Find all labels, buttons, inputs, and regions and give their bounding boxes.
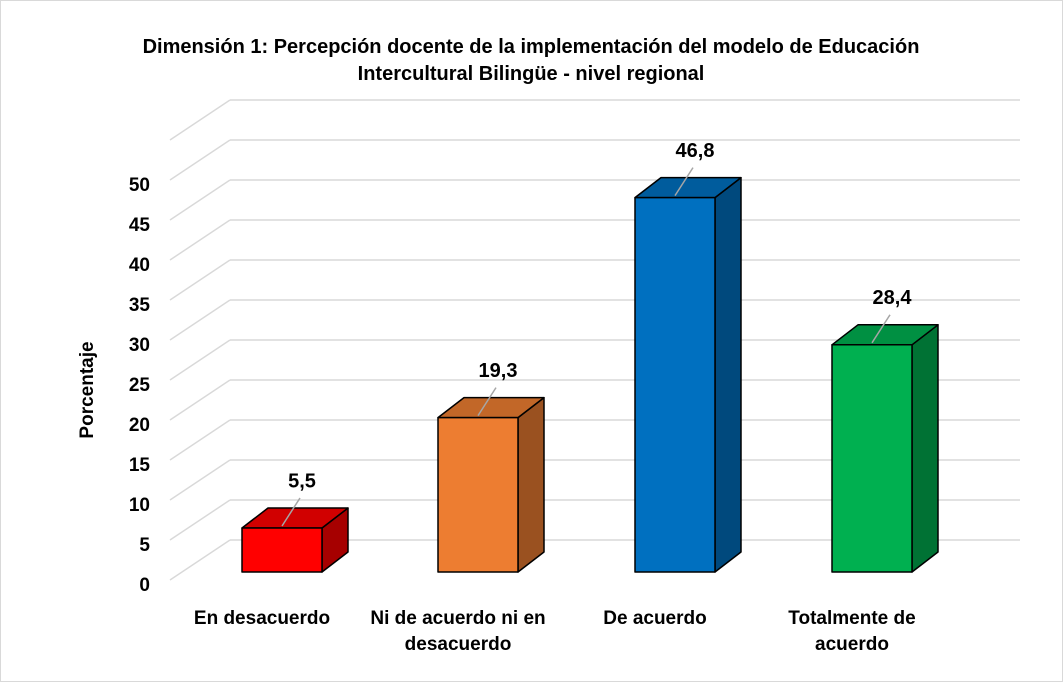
bar [831,344,913,573]
leader-line [871,314,891,344]
grid-line [169,379,231,421]
value-label: 46,8 [676,140,715,162]
value-label: 5,5 [288,470,316,492]
y-tick-label: 50 [129,175,150,196]
bar [241,527,323,573]
x-tick-label: Ni de acuerdo ni en desacuerdo [370,608,546,655]
y-tick-label: 45 [129,215,151,236]
value-label: 19,3 [479,360,518,382]
x-tick-label: Totalmente de acuerdo [788,608,916,655]
bar-side [517,396,545,573]
grid-line [169,459,231,501]
grid-line [169,139,231,181]
value-label: 28,4 [873,287,913,309]
x-tick-label: En desacuerdo [193,608,331,629]
x-tick-label: De acuerdo [603,608,707,629]
grid-line [169,219,231,261]
y-tick-label: 10 [129,495,150,516]
bar-side [714,176,742,573]
bar-side [911,324,939,573]
y-tick-label: 15 [129,455,151,476]
grid-line [169,339,231,381]
y-tick-label: 30 [129,335,150,356]
grid-line [169,299,231,341]
grid-line [169,419,231,461]
y-tick-label: 25 [129,375,151,396]
wall-top [169,99,231,141]
chart-title: Dimensión 1: Percepción docente de la im… [142,36,920,85]
grid-line [169,179,231,221]
grid-line [169,499,231,541]
leader-line [281,497,301,527]
y-tick-label: 35 [129,295,151,316]
grid-line [169,539,231,581]
y-axis-label: Porcentaje [77,341,98,438]
y-tick-label: 40 [129,255,150,276]
bar [437,416,519,573]
y-tick-label: 0 [139,575,150,596]
bar [634,196,716,573]
y-tick-label: 5 [139,535,150,556]
leader-line [477,387,497,417]
y-tick-label: 20 [129,415,150,436]
grid-line [169,259,231,301]
leader-line [674,167,694,197]
